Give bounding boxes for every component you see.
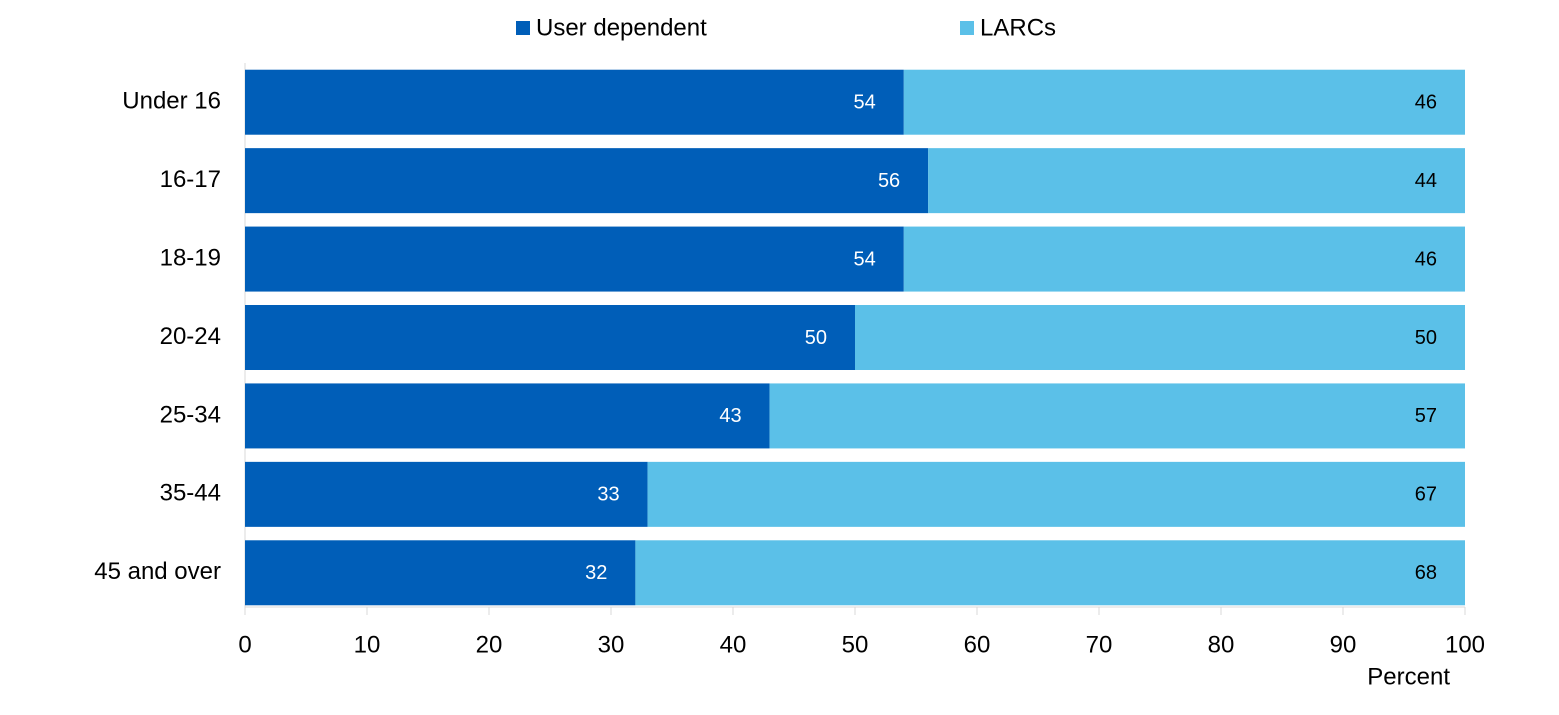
- data-label: 33: [597, 484, 619, 506]
- bar-segment: [245, 461, 648, 527]
- data-label: 50: [1415, 327, 1437, 349]
- data-label: 56: [878, 170, 900, 192]
- x-tick-label: 20: [476, 631, 503, 658]
- x-tick-label: 70: [1086, 631, 1113, 658]
- data-label: 46: [1415, 248, 1437, 270]
- y-tick-label: 25-34: [160, 401, 221, 428]
- bar-segment: [928, 148, 1465, 214]
- data-label: 54: [854, 91, 876, 113]
- x-tick-label: 10: [354, 631, 381, 658]
- bar-segment: [769, 383, 1465, 449]
- bar-segment: [245, 540, 636, 606]
- bar-segment: [903, 69, 1465, 135]
- bar-segment: [245, 226, 904, 292]
- data-label: 67: [1415, 484, 1437, 506]
- legend-swatch: [516, 21, 530, 35]
- x-tick-label: 30: [598, 631, 625, 658]
- x-tick-label: 80: [1208, 631, 1235, 658]
- bar-segment: [245, 305, 855, 370]
- bar-segment: [245, 383, 770, 449]
- bar-segment: [245, 69, 904, 135]
- y-tick-label: 18-19: [160, 244, 221, 271]
- legend-label: LARCs: [980, 14, 1056, 41]
- data-label: 32: [585, 562, 607, 584]
- y-tick-label: 16-17: [160, 166, 221, 193]
- x-axis-title: Percent: [1367, 663, 1450, 690]
- data-label: 43: [719, 405, 741, 427]
- data-label: 54: [854, 248, 876, 270]
- data-label: 68: [1415, 562, 1437, 584]
- bar-segment: [903, 226, 1465, 292]
- y-tick-label: 45 and over: [94, 558, 221, 585]
- bar-segment: [635, 540, 1465, 606]
- bar-segment: [855, 305, 1465, 370]
- x-tick-label: 60: [964, 631, 991, 658]
- data-label: 57: [1415, 405, 1437, 427]
- x-tick-label: 40: [720, 631, 747, 658]
- bar-segment: [245, 148, 929, 214]
- x-tick-label: 90: [1330, 631, 1357, 658]
- data-label: 44: [1415, 170, 1437, 192]
- x-tick-label: 100: [1445, 631, 1485, 658]
- y-tick-label: 35-44: [160, 480, 221, 507]
- legend-label: User dependent: [536, 14, 707, 41]
- data-label: 50: [805, 327, 827, 349]
- x-tick-label: 0: [238, 631, 251, 658]
- data-label: 46: [1415, 91, 1437, 113]
- legend-swatch: [960, 21, 974, 35]
- bar-segment: [647, 461, 1465, 527]
- y-tick-label: 20-24: [160, 323, 221, 350]
- x-tick-label: 50: [842, 631, 869, 658]
- y-tick-label: Under 16: [122, 88, 221, 115]
